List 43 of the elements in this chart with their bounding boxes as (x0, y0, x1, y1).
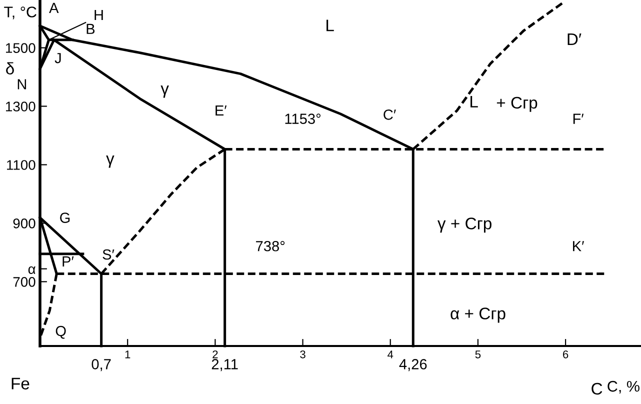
y-tick-label: α (28, 266, 36, 274)
annotation: A (49, 2, 59, 13)
annotation: J (54, 53, 61, 64)
annotation: B (86, 24, 95, 34)
annotation: 2,11 (212, 359, 238, 372)
annotation: α + Cгр (450, 308, 506, 323)
annotation: γ (106, 156, 114, 168)
annotation: E′ (216, 105, 227, 116)
annotation: + Cгр (496, 96, 538, 112)
text: δ (6, 62, 14, 74)
annotation: 0,7 (92, 359, 111, 372)
text: C (592, 382, 602, 395)
x-tick-label: 1 (125, 350, 130, 358)
annotation: P′ (62, 256, 74, 266)
x-tick-label: 5 (475, 350, 481, 358)
annotation: γ (160, 86, 169, 98)
annotation: K′ (573, 241, 584, 252)
annotation: F′ (573, 114, 584, 124)
y-tick-label: 900 (13, 218, 36, 228)
annotation: C′ (384, 109, 396, 120)
x-tick-label: 3 (300, 350, 306, 358)
annotation: 4,26 (399, 359, 427, 372)
annotation: L (470, 96, 478, 108)
annotation: 738° (256, 240, 285, 252)
y-axis-title: T, °C (4, 6, 36, 20)
y-tick-label: 1100 (7, 160, 36, 170)
x-axis-title: C, % (608, 380, 640, 394)
annotation: 1153° (285, 114, 320, 124)
annotation: γ + Cгр (438, 218, 492, 233)
annotation: Q (56, 326, 66, 339)
x-tick-label: 6 (563, 350, 568, 358)
annotation: N (18, 79, 26, 90)
y-tick-label: 1300 (6, 102, 36, 112)
y-tick-label: 1500 (6, 43, 36, 53)
x-tick-label: 2 (212, 350, 218, 358)
annotation: H (94, 10, 103, 20)
annotation: G (60, 212, 70, 223)
annotation: L (326, 20, 334, 32)
text: Fe (12, 378, 30, 390)
y-tick-label: 700 (13, 277, 36, 287)
x-tick-label: 4 (388, 350, 394, 358)
annotation: S′ (102, 249, 114, 260)
annotation: D′ (568, 34, 582, 45)
